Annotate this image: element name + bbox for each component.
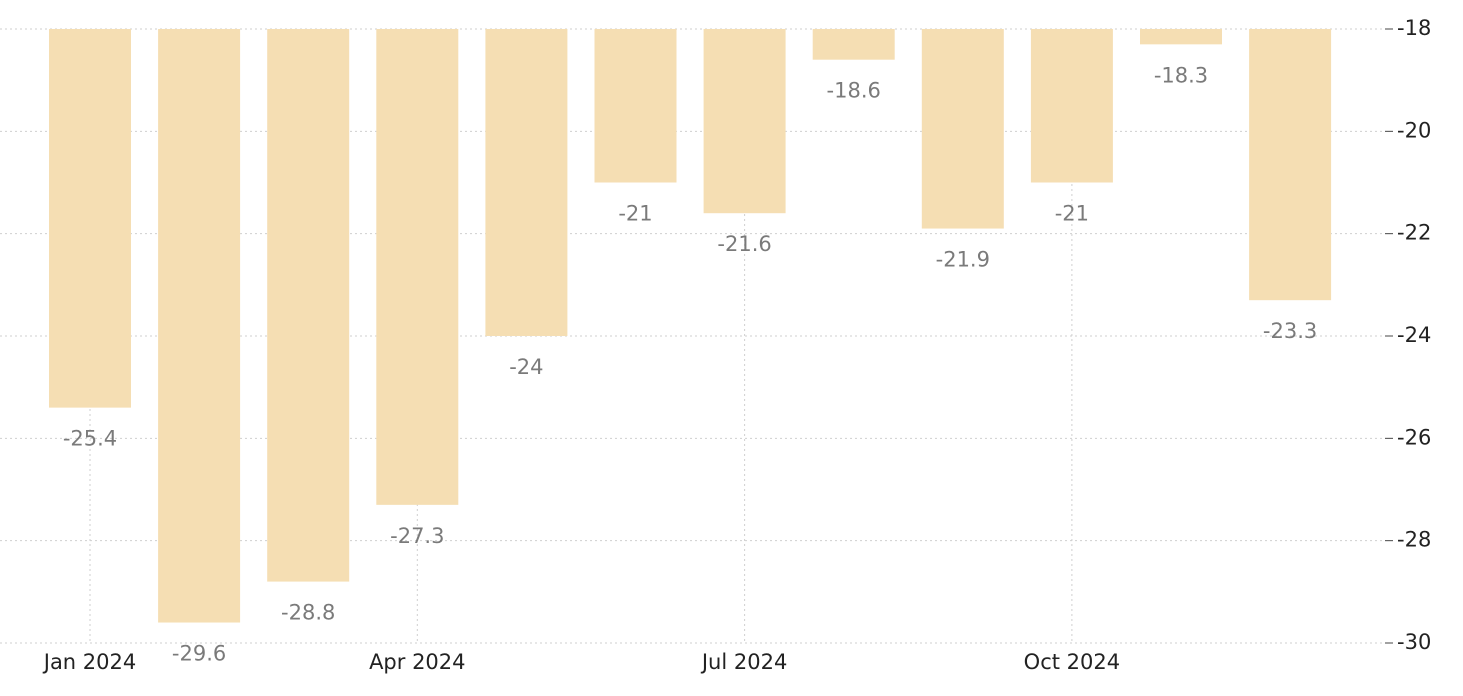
- bar-value-label: -24: [509, 355, 543, 379]
- bar: [594, 29, 677, 183]
- bar: [703, 29, 786, 214]
- y-axis: -18 -20 -22 -24 -26 -28 -30: [1385, 16, 1431, 654]
- bar-value-label: -18.3: [1154, 63, 1208, 87]
- bar: [812, 29, 895, 60]
- y-tick-label: -24: [1397, 323, 1431, 347]
- y-tick-label: -30: [1397, 630, 1431, 654]
- bar-value-label: -29.6: [172, 642, 226, 666]
- x-tick-label: Jul 2024: [700, 650, 787, 674]
- bar-value-label: -21.9: [936, 248, 990, 272]
- bar: [376, 29, 459, 505]
- y-tick-label: -18: [1397, 16, 1431, 40]
- bar-value-label: -21: [1055, 202, 1089, 226]
- bar-value-label: -23.3: [1263, 319, 1317, 343]
- y-tick-label: -20: [1397, 118, 1431, 142]
- bar: [1030, 29, 1113, 183]
- bar: [158, 29, 241, 623]
- bar: [267, 29, 350, 582]
- bar-value-label: -21: [618, 202, 652, 226]
- bar: [1140, 29, 1222, 45]
- bars: [49, 29, 1332, 623]
- x-axis: Jan 2024 Apr 2024 Jul 2024 Oct 2024: [42, 650, 1120, 674]
- x-tick-label: Jan 2024: [42, 650, 137, 674]
- data-labels: -25.4 -29.6 -28.8 -27.3 -24 -21 -21.6 -18.6 -21.…: [63, 63, 1317, 665]
- bar: [1249, 29, 1332, 301]
- bar-value-label: -21.6: [717, 232, 771, 256]
- bar-value-label: -27.3: [390, 524, 444, 548]
- bar: [485, 29, 568, 336]
- y-tick-label: -28: [1397, 528, 1431, 552]
- x-tick-label: Apr 2024: [369, 650, 465, 674]
- bar-value-label: -18.6: [827, 79, 881, 103]
- y-tick-label: -22: [1397, 221, 1431, 245]
- y-tick-label: -26: [1397, 425, 1431, 449]
- x-tick-label: Oct 2024: [1024, 650, 1120, 674]
- bar: [49, 29, 131, 408]
- bar-value-label: -25.4: [63, 427, 117, 451]
- bar: [921, 29, 1004, 229]
- bar-value-label: -28.8: [281, 601, 335, 625]
